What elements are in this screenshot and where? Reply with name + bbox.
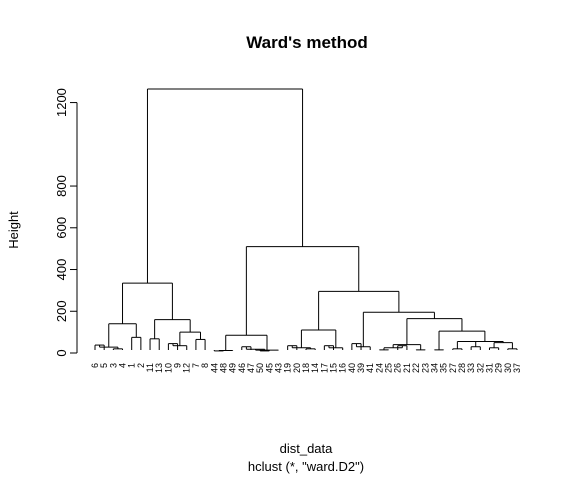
leaf-labels: 6 5 3 4 1 2 11 13 10 9 12 7 8 44 48 49 46 47 50 45 43 19 20 18 1… [90, 363, 522, 373]
dendrogram-tree [95, 89, 517, 351]
y-tick-label: 0 [54, 349, 69, 356]
y-tick-label: 400 [54, 259, 69, 281]
x-axis-sublabel: hclust (*, "ward.D2") [248, 459, 364, 474]
y-tick-label: 1200 [54, 88, 69, 117]
y-tick-label: 600 [54, 217, 69, 239]
y-tick-label: 800 [54, 175, 69, 197]
leaf-label: 37 [512, 363, 522, 373]
y-axis-label: Height [6, 211, 21, 249]
chart-title: Ward's method [246, 33, 367, 52]
x-axis-label: dist_data [280, 441, 334, 456]
y-tick-label: 200 [54, 300, 69, 322]
y-axis: 0 200 400 600 800 1200 [54, 88, 77, 357]
